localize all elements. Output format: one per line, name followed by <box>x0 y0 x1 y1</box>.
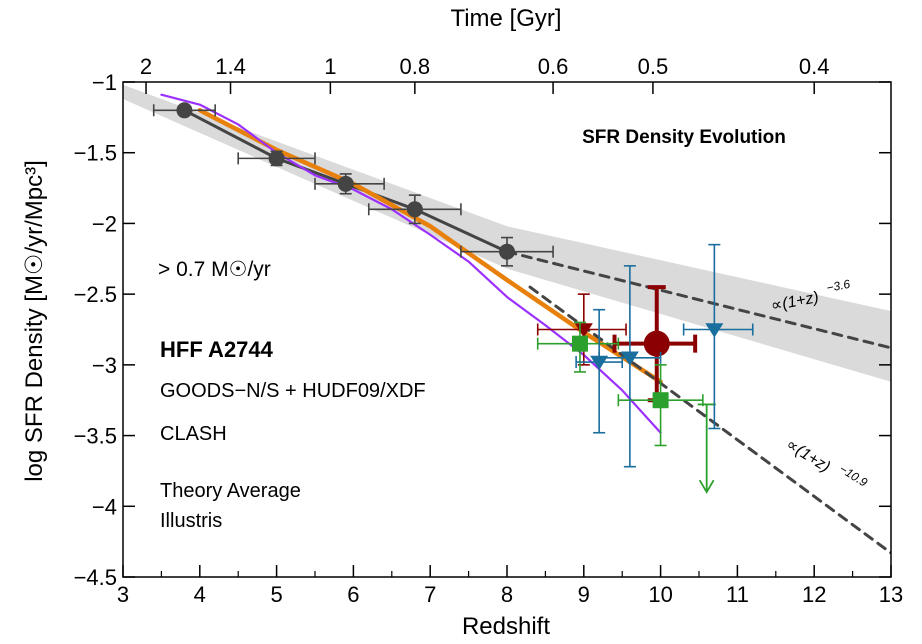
axis-ticks-layer: 3 4 5 6 7 8 9 10 11 12 13 −1 −1.5 −2 −2.5 −3 −3.5 −4 −4.5 2… <box>74 54 904 607</box>
top-tick-label-6: 0.4 <box>799 54 830 79</box>
marker-triangle <box>620 351 639 366</box>
y-tick-label-0: −1 <box>92 70 117 95</box>
top-tick-label-2: 1 <box>324 54 336 79</box>
y-tick-label-7: −4.5 <box>74 565 117 590</box>
x-tick-label-9: 9 <box>578 582 590 607</box>
point-goods-n-s-hudf09-xdf-1 <box>617 364 704 447</box>
point-goods-n-s-hudf09-xdf-2 <box>697 403 716 494</box>
annotation-power-law-10-9: ∝(1+z) −10.9 <box>783 436 870 490</box>
y-tick-label-4: −3 <box>92 353 117 378</box>
marker-circle <box>337 175 354 192</box>
y-tick-label-5: −3.5 <box>74 424 117 449</box>
data-points-layer <box>152 102 754 494</box>
marker-circle <box>268 150 285 167</box>
point-clash-1 <box>598 265 662 468</box>
point-lower-z-compilation-2 <box>314 173 385 195</box>
marker-square <box>571 335 588 352</box>
x-tick-label-10: 10 <box>648 582 672 607</box>
y-tick-label-2: −2 <box>92 211 117 236</box>
annotation-1-exp: −3.6 <box>825 277 851 295</box>
x-tick-label-13: 13 <box>879 582 903 607</box>
marker-square <box>652 392 669 409</box>
legend-goods: GOODS−N/S + HUDF09/XDF <box>160 380 426 402</box>
marker-triangle <box>705 323 724 338</box>
legend-theory: Theory Average <box>160 480 301 502</box>
x-tick-label-5: 5 <box>270 582 282 607</box>
top-tick-label-1: 1.4 <box>215 54 246 79</box>
x-tick-label-12: 12 <box>802 582 826 607</box>
top-tick-label-4: 0.6 <box>538 54 569 79</box>
marker-circle <box>499 243 515 260</box>
top-tick-label-5: 0.5 <box>638 54 669 79</box>
marker-circle <box>643 330 670 357</box>
point-lower-z-compilation-1 <box>237 150 316 167</box>
x-tick-label-4: 4 <box>194 582 206 607</box>
x-tick-label-3: 3 <box>117 582 129 607</box>
threshold-label: > 0.7 M☉/yr <box>158 258 271 281</box>
limit-arrowhead <box>698 479 715 494</box>
marker-circle <box>406 201 423 218</box>
point-lower-z-compilation-4 <box>460 236 554 267</box>
line-power-law-1-z-10-9 <box>528 285 891 555</box>
legend-clash: CLASH <box>160 423 227 445</box>
x-tick-label-7: 7 <box>424 582 436 607</box>
legend-hff: HFF A2744 <box>160 337 274 362</box>
y-tick-label-3: −2.5 <box>74 282 117 307</box>
x-tick-label-8: 8 <box>501 582 513 607</box>
point-clash-2 <box>682 243 754 430</box>
y-axis-title: log SFR Density [M☉/yr/Mpc³] <box>21 160 48 482</box>
annotation-2-exp: −10.9 <box>837 462 870 490</box>
annotation-2-base: ∝(1+z) <box>783 436 833 476</box>
chart-title: SFR Density Evolution <box>582 127 786 148</box>
y-tick-label-1: −1.5 <box>74 141 117 166</box>
point-goods-n-s-hudf09-xdf-0 <box>536 321 620 373</box>
top-tick-label-0: 2 <box>140 54 152 79</box>
legend-illustris: Illustris <box>160 510 222 532</box>
x-tick-label-11: 11 <box>726 582 749 607</box>
x-tick-label-6: 6 <box>347 582 359 607</box>
point-lower-z-compilation-3 <box>367 194 462 225</box>
y-tick-label-6: −4 <box>92 494 117 519</box>
top-axis-title: Time [Gyr] <box>450 5 561 32</box>
line-power-law-1-z-3-6 <box>505 250 891 350</box>
marker-circle <box>176 102 193 119</box>
top-tick-label-3: 0.8 <box>400 54 431 79</box>
x-axis-title: Redshift <box>462 613 550 639</box>
point-lower-z-compilation-0 <box>152 102 216 119</box>
